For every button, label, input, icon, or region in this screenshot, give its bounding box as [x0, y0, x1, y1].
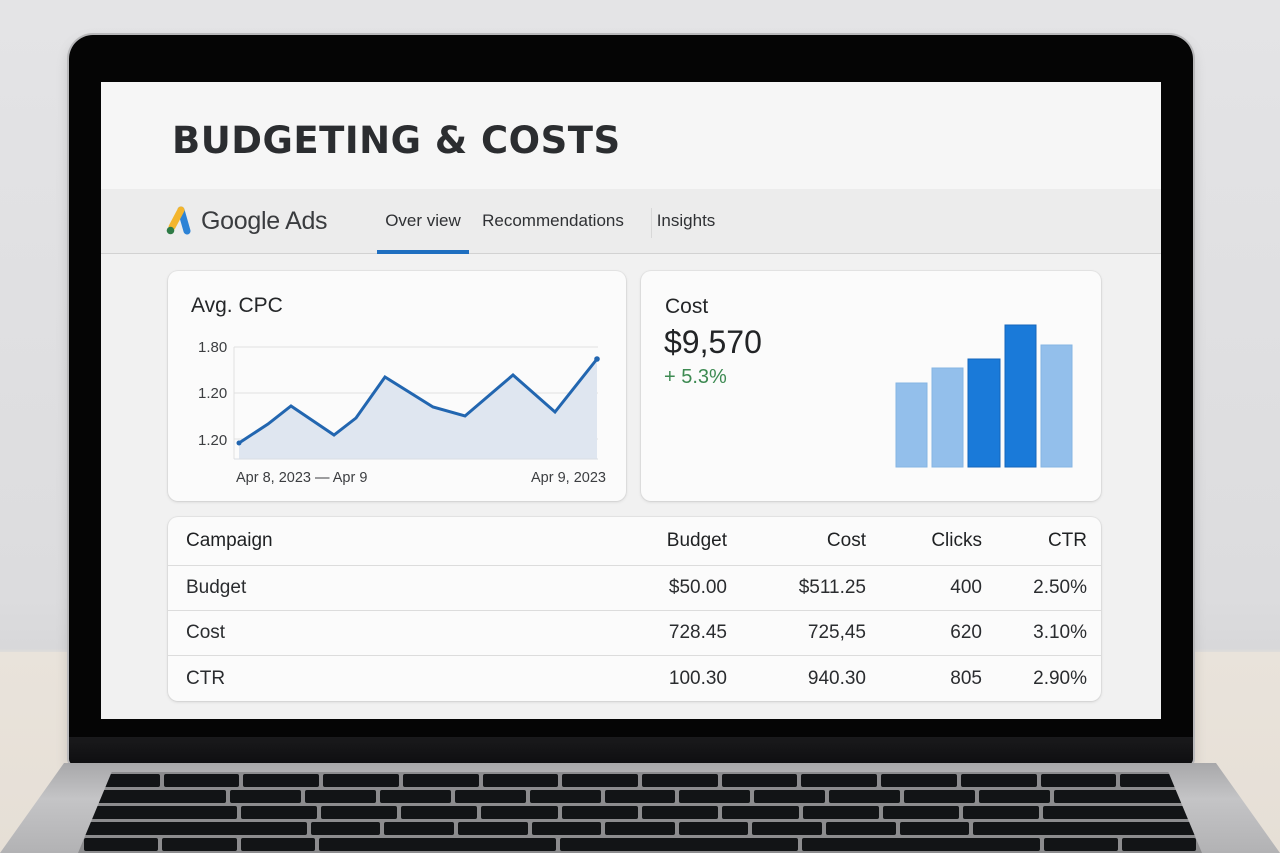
cost-change-badge: + 5.3%	[664, 366, 727, 388]
cost-title: Cost	[665, 295, 709, 318]
cell-ctr: 3.10%	[1033, 622, 1087, 643]
table-row[interactable]: CTR 100.30 940.30 805 2.90%	[168, 656, 1101, 701]
y-axis-label: 1.20	[198, 432, 228, 449]
x-axis-end-label: Apr 9, 2023	[531, 470, 606, 486]
cell-campaign: Budget	[186, 577, 247, 598]
avg-cpc-line-chart	[233, 346, 600, 460]
google-ads-logo-icon	[166, 206, 191, 235]
table-row[interactable]: Cost 728.45 725,45 620 3.10%	[168, 611, 1101, 656]
cell-cost: $511.25	[798, 577, 866, 598]
cell-clicks: 620	[950, 622, 982, 643]
campaign-table: Campaign Budget Cost Clicks CTR Budget $…	[168, 517, 1101, 701]
x-axis-start-label: Apr 8, 2023 — Apr 9	[236, 470, 368, 486]
table-row[interactable]: Budget $50.00 $511.25 400 2.50%	[168, 566, 1101, 611]
cell-budget: 728.45	[668, 622, 727, 643]
cell-budget: $50.00	[668, 577, 727, 598]
avg-cpc-card[interactable]: Avg. CPC 1.80 1.20 1.20 Apr 8, 2023 — Ap…	[168, 271, 626, 501]
y-axis-label: 1.80	[198, 339, 228, 356]
cell-campaign: Cost	[186, 622, 226, 643]
header-campaign[interactable]: Campaign	[186, 530, 273, 551]
google-ads-brand[interactable]: Google Ads	[165, 205, 328, 237]
tab-divider	[651, 208, 652, 238]
keyboard	[78, 772, 1202, 853]
header-ctr[interactable]: CTR	[1047, 530, 1087, 551]
cost-bar-chart	[895, 324, 1073, 468]
cell-clicks: 805	[950, 667, 982, 689]
cell-ctr: 2.50%	[1033, 577, 1087, 598]
page-header: BUDGETING & COSTS	[101, 82, 1161, 189]
table-header-row: Campaign Budget Cost Clicks CTR	[168, 517, 1101, 566]
cell-budget: 100.30	[668, 667, 727, 689]
top-nav: Google Ads Over view Recommendations Ins…	[101, 189, 1161, 254]
brand-name: Google Ads	[201, 206, 328, 235]
laptop-screen: BUDGETING & COSTS Google Ads Over view R…	[101, 82, 1161, 719]
cell-campaign: CTR	[186, 667, 226, 689]
cell-cost: 940.30	[807, 667, 866, 689]
header-clicks[interactable]: Clicks	[931, 530, 982, 551]
tab-overview[interactable]: Over view	[377, 189, 469, 254]
header-budget[interactable]: Budget	[666, 530, 727, 551]
laptop-bezel-chin	[69, 737, 1193, 765]
page-title: BUDGETING & COSTS	[172, 119, 621, 162]
cost-value: $9,570	[664, 324, 762, 360]
header-cost[interactable]: Cost	[826, 530, 866, 551]
cell-ctr: 2.90%	[1033, 667, 1087, 689]
tab-insights[interactable]: Insights	[656, 211, 716, 230]
cell-cost: 725,45	[807, 622, 866, 643]
tab-recommendations[interactable]: Recommendations	[482, 211, 624, 230]
y-axis-label: 1.20	[198, 385, 228, 402]
cost-card[interactable]: Cost $9,570 + 5.3%	[641, 271, 1101, 501]
avg-cpc-title: Avg. CPC	[191, 294, 283, 317]
cell-clicks: 400	[950, 577, 982, 598]
